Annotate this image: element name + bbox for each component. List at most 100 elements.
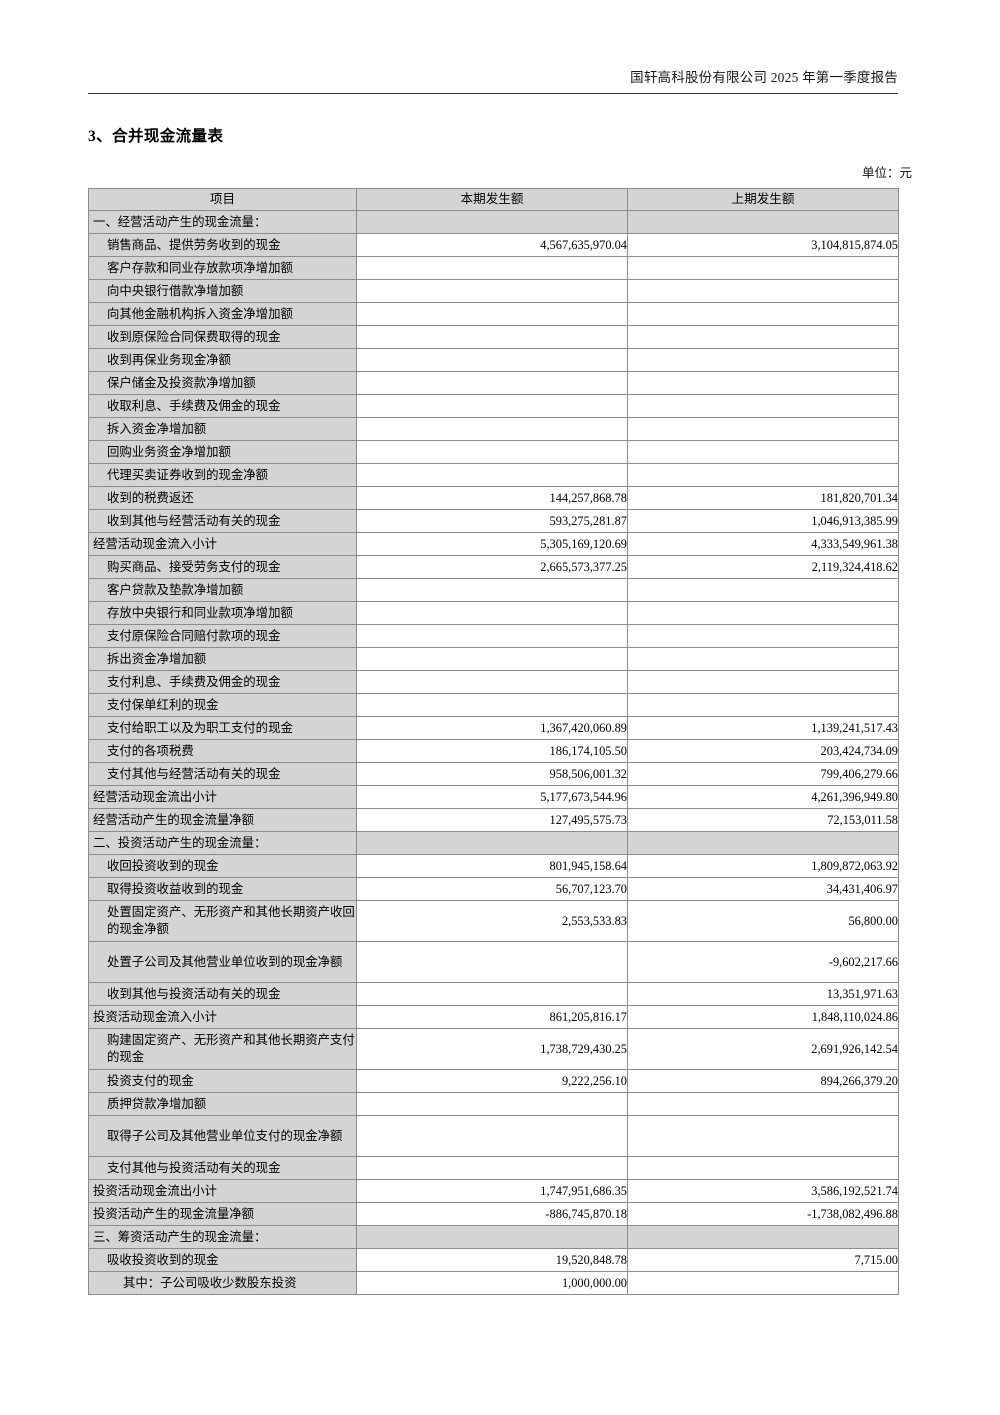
- cell-previous-amount: [627, 1115, 899, 1157]
- table-row: 存放中央银行和同业款项净增加额: [88, 601, 899, 625]
- table-row: 回购业务资金净增加额: [88, 440, 899, 464]
- cell-item-label: 吸收投资收到的现金: [88, 1248, 357, 1272]
- cell-current-amount: [356, 325, 628, 349]
- cell-item-label: 处置子公司及其他营业单位收到的现金净额: [88, 941, 357, 983]
- cell-previous-amount: 799,406,279.66: [627, 762, 899, 786]
- table-row: 支付保单红利的现金: [88, 693, 899, 717]
- table-row: 购建固定资产、无形资产和其他长期资产支付的现金 1,738,729,430.25 2…: [88, 1028, 899, 1070]
- cell-current-amount: [356, 210, 628, 234]
- cell-previous-amount: [627, 670, 899, 694]
- cell-current-amount: 9,222,256.10: [356, 1069, 628, 1093]
- cell-current-amount: [356, 670, 628, 694]
- cell-item-label: 支付利息、手续费及佣金的现金: [88, 670, 357, 694]
- cell-item-label: 回购业务资金净增加额: [88, 440, 357, 464]
- table-row: 投资活动产生的现金流量净额 -886,745,870.18 -1,738,082,4…: [88, 1202, 899, 1226]
- table-row: 拆入资金净增加额: [88, 417, 899, 441]
- cell-item-label: 收到再保业务现金净额: [88, 348, 357, 372]
- cell-item-label: 质押贷款净增加额: [88, 1092, 357, 1116]
- table-row: 取得子公司及其他营业单位支付的现金净额: [88, 1115, 899, 1157]
- cell-current-amount: [356, 256, 628, 280]
- cell-previous-amount: 894,266,379.20: [627, 1069, 899, 1093]
- cell-previous-amount: 13,351,971.63: [627, 982, 899, 1006]
- cell-item-label: 存放中央银行和同业款项净增加额: [88, 601, 357, 625]
- table-row: 收取利息、手续费及佣金的现金: [88, 394, 899, 418]
- table-header-row: 项目 本期发生额 上期发生额: [88, 188, 899, 211]
- cell-item-label: 其中：子公司吸收少数股东投资: [88, 1271, 357, 1295]
- cell-previous-amount: -1,738,082,496.88: [627, 1202, 899, 1226]
- table-row: 保户储金及投资款净增加额: [88, 371, 899, 395]
- cell-item-label: 经营活动现金流入小计: [88, 532, 357, 556]
- cell-previous-amount: [627, 578, 899, 602]
- table-row: 取得投资收益收到的现金 56,707,123.70 34,431,406.97: [88, 877, 899, 901]
- table-row: 支付其他与经营活动有关的现金 958,506,001.32 799,406,279.…: [88, 762, 899, 786]
- cell-item-label: 客户贷款及垫款净增加额: [88, 578, 357, 602]
- cell-previous-amount: [627, 693, 899, 717]
- cell-item-label: 收取利息、手续费及佣金的现金: [88, 394, 357, 418]
- table-row: 处置固定资产、无形资产和其他长期资产收回的现金净额 2,553,533.83 56,…: [88, 900, 899, 942]
- cell-current-amount: [356, 1225, 628, 1249]
- cell-current-amount: [356, 941, 628, 983]
- cell-current-amount: [356, 348, 628, 372]
- cell-item-label: 支付原保险合同赔付款项的现金: [88, 624, 357, 648]
- cell-current-amount: 186,174,105.50: [356, 739, 628, 763]
- table-row: 收到原保险合同保费取得的现金: [88, 325, 899, 349]
- cell-current-amount: [356, 371, 628, 395]
- table-row: 客户贷款及垫款净增加额: [88, 578, 899, 602]
- cell-current-amount: [356, 693, 628, 717]
- cell-previous-amount: [627, 440, 899, 464]
- cash-flow-statement-table: 项目 本期发生额 上期发生额 一、经营活动产生的现金流量： 销售商品、提供劳务收到…: [88, 188, 899, 1295]
- cell-item-label: 向中央银行借款净增加额: [88, 279, 357, 303]
- cell-current-amount: 4,567,635,970.04: [356, 233, 628, 257]
- cell-previous-amount: [627, 1092, 899, 1116]
- cell-current-amount: [356, 831, 628, 855]
- cell-item-label: 三、筹资活动产生的现金流量：: [88, 1225, 357, 1249]
- table-body: 一、经营活动产生的现金流量： 销售商品、提供劳务收到的现金 4,567,635,97…: [88, 210, 899, 1295]
- table-row: 其中：子公司吸收少数股东投资 1,000,000.00: [88, 1271, 899, 1295]
- cash-flow-table-container: 项目 本期发生额 上期发生额 一、经营活动产生的现金流量： 销售商品、提供劳务收到…: [88, 188, 899, 1295]
- cell-previous-amount: 3,586,192,521.74: [627, 1179, 899, 1203]
- cell-previous-amount: 56,800.00: [627, 900, 899, 942]
- table-row: 一、经营活动产生的现金流量：: [88, 210, 899, 234]
- cell-previous-amount: [627, 348, 899, 372]
- cell-item-label: 购建固定资产、无形资产和其他长期资产支付的现金: [88, 1028, 357, 1070]
- cell-item-label: 客户存款和同业存放款项净增加额: [88, 256, 357, 280]
- cell-current-amount: 801,945,158.64: [356, 854, 628, 878]
- cell-current-amount: [356, 982, 628, 1006]
- cell-previous-amount: 2,119,324,418.62: [627, 555, 899, 579]
- cell-previous-amount: [627, 831, 899, 855]
- table-row: 处置子公司及其他营业单位收到的现金净额 -9,602,217.66: [88, 941, 899, 983]
- cell-previous-amount: 3,104,815,874.05: [627, 233, 899, 257]
- cell-previous-amount: 2,691,926,142.54: [627, 1028, 899, 1070]
- column-header-item: 项目: [88, 188, 357, 211]
- cell-item-label: 收到其他与投资活动有关的现金: [88, 982, 357, 1006]
- cell-current-amount: 1,000,000.00: [356, 1271, 628, 1295]
- cell-previous-amount: 1,139,241,517.43: [627, 716, 899, 740]
- table-row: 经营活动产生的现金流量净额 127,495,575.73 72,153,011.58: [88, 808, 899, 832]
- cell-previous-amount: [627, 279, 899, 303]
- cell-item-label: 支付其他与经营活动有关的现金: [88, 762, 357, 786]
- cell-item-label: 代理买卖证券收到的现金净额: [88, 463, 357, 487]
- table-row: 向中央银行借款净增加额: [88, 279, 899, 303]
- table-row: 客户存款和同业存放款项净增加额: [88, 256, 899, 280]
- cell-previous-amount: [627, 325, 899, 349]
- cell-current-amount: 1,747,951,686.35: [356, 1179, 628, 1203]
- cell-item-label: 支付的各项税费: [88, 739, 357, 763]
- cell-current-amount: 19,520,848.78: [356, 1248, 628, 1272]
- table-row: 质押贷款净增加额: [88, 1092, 899, 1116]
- cell-previous-amount: 72,153,011.58: [627, 808, 899, 832]
- cell-current-amount: [356, 601, 628, 625]
- unit-note: 单位：元: [861, 166, 912, 180]
- table-row: 收到再保业务现金净额: [88, 348, 899, 372]
- cell-previous-amount: [627, 647, 899, 671]
- cell-item-label: 投资活动产生的现金流量净额: [88, 1202, 357, 1226]
- cell-current-amount: -886,745,870.18: [356, 1202, 628, 1226]
- cell-previous-amount: 1,809,872,063.92: [627, 854, 899, 878]
- cell-current-amount: 2,553,533.83: [356, 900, 628, 942]
- cell-current-amount: [356, 1115, 628, 1157]
- cell-current-amount: 127,495,575.73: [356, 808, 628, 832]
- cell-current-amount: 2,665,573,377.25: [356, 555, 628, 579]
- cell-previous-amount: [627, 371, 899, 395]
- cell-current-amount: [356, 578, 628, 602]
- cell-previous-amount: [627, 1225, 899, 1249]
- table-row: 收到的税费返还 144,257,868.78 181,820,701.34: [88, 486, 899, 510]
